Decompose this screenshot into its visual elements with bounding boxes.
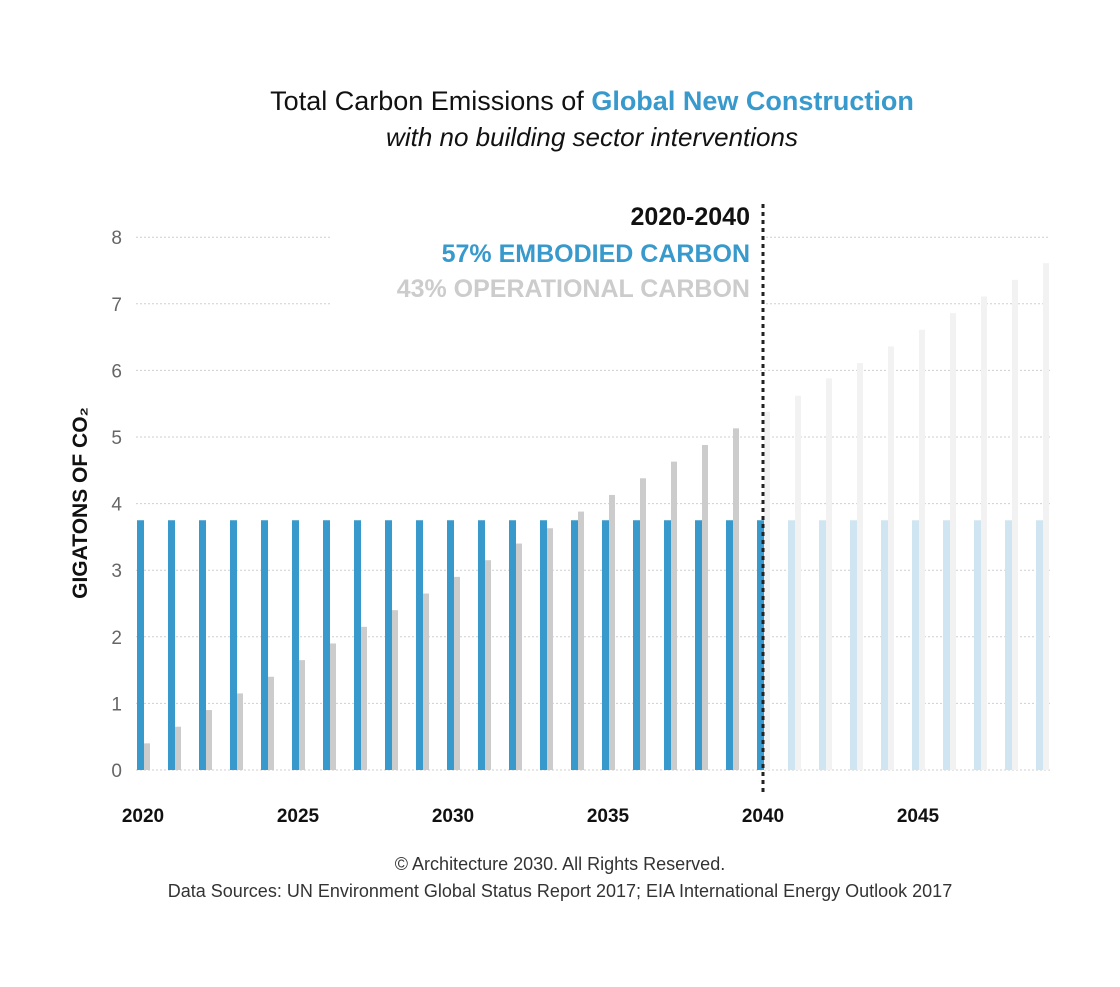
bar-embodied-2031 <box>478 520 485 770</box>
bars <box>137 263 1049 770</box>
x-tick-labels: 2020 2025 2030 2035 2040 2045 <box>122 806 940 827</box>
bar-embodied-2041 <box>788 520 795 770</box>
y-tick-label: 8 <box>111 228 122 249</box>
bar-operational-2044 <box>888 346 894 770</box>
y-tick-label: 2 <box>111 628 122 649</box>
x-tick-label: 2025 <box>277 806 320 827</box>
y-tick-label: 7 <box>111 295 122 316</box>
x-tick-label: 2035 <box>587 806 630 827</box>
bar-operational-2032 <box>516 543 522 770</box>
gridlines <box>136 236 1050 771</box>
bar-embodied-2042 <box>819 520 826 770</box>
chart-title-highlight: Global New Construction <box>591 86 914 116</box>
bar-embodied-2046 <box>943 520 950 770</box>
annotation-period: 2020-2040 <box>630 203 750 231</box>
x-tick-label: 2020 <box>122 806 164 827</box>
bar-embodied-2044 <box>881 520 888 770</box>
x-tick-label: 2030 <box>432 806 474 827</box>
bar-operational-2023 <box>237 693 243 770</box>
bar-operational-2037 <box>671 461 677 770</box>
bar-embodied-2049 <box>1036 520 1043 770</box>
bar-operational-2039 <box>733 428 739 770</box>
bar-embodied-2028 <box>385 520 392 770</box>
annotation-embodied: 57% EMBODIED CARBON <box>442 240 750 268</box>
bar-operational-2047 <box>981 296 987 770</box>
bar-operational-2036 <box>640 478 646 770</box>
bar-operational-2048 <box>1012 279 1018 770</box>
bar-operational-2022 <box>206 710 212 770</box>
y-tick-label: 5 <box>111 428 122 449</box>
x-tick-label: 2045 <box>897 806 940 827</box>
bar-embodied-2023 <box>230 520 237 770</box>
bar-operational-2042 <box>826 378 832 770</box>
bar-operational-2045 <box>919 329 925 770</box>
bar-embodied-2038 <box>695 520 702 770</box>
bar-operational-2040 <box>764 411 770 770</box>
bar-operational-2028 <box>392 610 398 770</box>
y-axis-label: GIGATONS OF CO₂ <box>69 407 92 599</box>
bar-embodied-2047 <box>974 520 981 770</box>
bar-embodied-2040 <box>757 520 764 770</box>
bar-operational-2029 <box>423 593 429 770</box>
bar-operational-2031 <box>485 560 491 770</box>
y-tick-label: 3 <box>111 561 122 582</box>
bar-embodied-2026 <box>323 520 330 770</box>
bar-embodied-2036 <box>633 520 640 770</box>
bar-operational-2041 <box>795 395 801 770</box>
chart-title-plain: Total Carbon Emissions of <box>270 86 591 116</box>
chart-title: Total Carbon Emissions of Global New Con… <box>270 86 914 116</box>
bar-operational-2025 <box>299 660 305 770</box>
bar-embodied-2045 <box>912 520 919 770</box>
bar-embodied-2027 <box>354 520 361 770</box>
y-tick-label: 1 <box>111 694 122 715</box>
bar-operational-2049 <box>1043 263 1049 770</box>
bar-embodied-2022 <box>199 520 206 770</box>
bar-embodied-2024 <box>261 520 268 770</box>
bar-embodied-2020 <box>137 520 144 770</box>
bar-embodied-2035 <box>602 520 609 770</box>
bar-operational-2026 <box>330 643 336 770</box>
y-tick-label: 4 <box>111 495 122 516</box>
y-tick-label: 0 <box>111 761 122 782</box>
bar-embodied-2029 <box>416 520 423 770</box>
bar-embodied-2030 <box>447 520 454 770</box>
bar-embodied-2032 <box>509 520 516 770</box>
bar-operational-2024 <box>268 676 274 770</box>
bar-embodied-2025 <box>292 520 299 770</box>
bar-operational-2043 <box>857 363 863 770</box>
footer-sources: Data Sources: UN Environment Global Stat… <box>168 881 952 901</box>
x-tick-label: 2040 <box>742 806 784 827</box>
footer-copyright: © Architecture 2030. All Rights Reserved… <box>395 854 725 874</box>
chart-subtitle: with no building sector interventions <box>386 122 798 152</box>
bar-embodied-2034 <box>571 520 578 770</box>
bar-operational-2038 <box>702 444 708 770</box>
bar-operational-2021 <box>175 726 181 770</box>
y-tick-label: 6 <box>111 361 122 382</box>
bar-embodied-2037 <box>664 520 671 770</box>
bar-embodied-2043 <box>850 520 857 770</box>
y-tick-labels: 0 1 2 3 4 5 6 7 8 <box>111 228 122 782</box>
bar-embodied-2021 <box>168 520 175 770</box>
bar-operational-2033 <box>547 528 553 770</box>
bar-operational-2035 <box>609 494 615 770</box>
bar-embodied-2033 <box>540 520 547 770</box>
bar-operational-2030 <box>454 576 460 770</box>
bar-operational-2020 <box>144 743 150 770</box>
annotation-operational: 43% OPERATIONAL CARBON <box>397 275 750 303</box>
bar-operational-2046 <box>950 313 956 770</box>
bar-embodied-2039 <box>726 520 733 770</box>
bar-operational-2027 <box>361 626 367 770</box>
bar-embodied-2048 <box>1005 520 1012 770</box>
bar-operational-2034 <box>578 511 584 770</box>
